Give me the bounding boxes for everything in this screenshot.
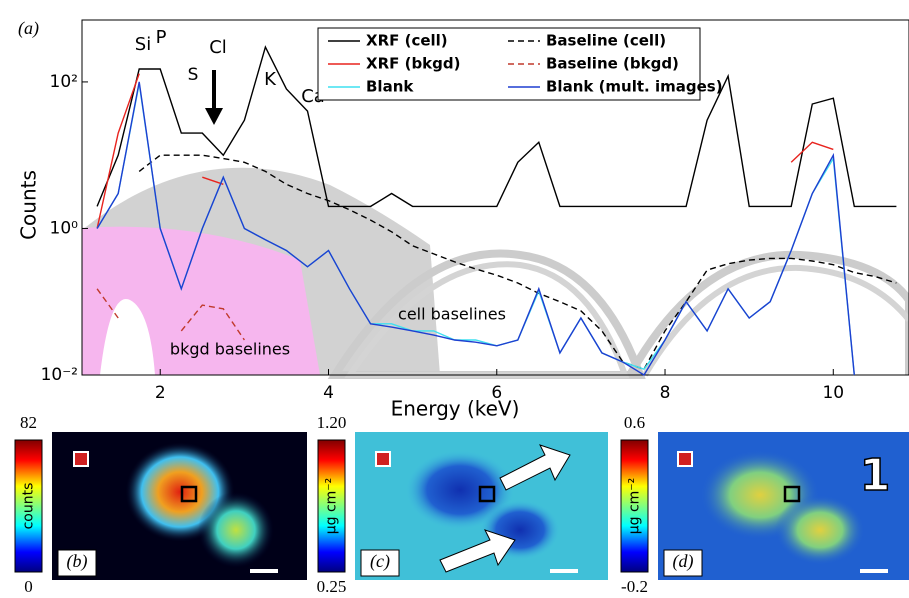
legend-label: Baseline (bkgd): [546, 55, 679, 73]
colorbar: [14, 439, 43, 573]
colorbar-label: µg cm⁻²: [324, 478, 340, 535]
series-line: [96, 288, 245, 341]
panel-label-box: [360, 549, 400, 577]
panel-label-box: [663, 549, 703, 577]
y-tick-label: 10⁻²: [41, 365, 78, 385]
annotation: bkgd baselines: [170, 340, 290, 359]
x-tick-label: 2: [155, 383, 166, 403]
annotation: Cl: [209, 37, 227, 58]
colorbar-tick-label: -0.2: [621, 577, 648, 596]
colorbar-tick-label: 0.6: [624, 413, 645, 432]
series-line: [138, 154, 897, 371]
legend-label: Baseline (cell): [546, 32, 666, 50]
colorbar-label: counts: [21, 483, 37, 530]
colorbar-tick-label: 82: [20, 413, 37, 432]
colorbar-tick-label: 1.20: [317, 413, 347, 432]
panel-label: (a): [18, 18, 39, 39]
legend-label: XRF (bkgd): [366, 55, 460, 73]
colorbar: [317, 439, 346, 573]
y-axis-label: Counts: [17, 170, 41, 240]
image-panels: counts 0 82 (b) µg cm⁻² 0.25 1.20 (c) µg cm⁻² -0.…: [14, 413, 891, 596]
panel-label: (c): [370, 551, 390, 572]
panel-label: (d): [673, 551, 694, 572]
legend: XRF (cell) Baseline (cell) XRF (bkgd) Basel…: [328, 32, 723, 96]
panel-annotation: 1: [860, 450, 891, 501]
legend-label: Blank: [366, 78, 414, 96]
panel-label: (b): [67, 551, 88, 572]
legend-label: Blank (mult. images): [546, 78, 723, 96]
y-tick-label: 10⁰: [50, 218, 79, 238]
colorbar: [620, 439, 649, 573]
bkgd-baselines-fill: [82, 226, 320, 375]
plot-frame: [81, 19, 909, 376]
series-line: [96, 45, 897, 208]
colorbar-label: µg cm⁻²: [627, 478, 643, 535]
annotation: cell baselines: [398, 305, 506, 324]
x-tick-label: 6: [491, 383, 502, 403]
x-tick-label: 4: [323, 383, 334, 403]
colorbar-tick-label: 0.25: [317, 577, 347, 596]
x-tick-label: 10: [822, 383, 844, 403]
x-axis-label: Energy (keV): [391, 397, 520, 421]
annotation: S: [188, 65, 199, 85]
annotation: Si: [135, 34, 151, 55]
annotation: K: [264, 69, 277, 90]
series-line: [96, 81, 855, 376]
colorbar-tick-label: 0: [24, 577, 33, 596]
x-tick-label: 8: [660, 383, 671, 403]
panel-label-box: [57, 549, 97, 577]
y-tick-label: 10²: [50, 72, 78, 92]
cl-arrow: [205, 70, 223, 125]
legend-label: XRF (cell): [366, 32, 448, 50]
series-line: [96, 73, 834, 229]
annotation: P: [156, 27, 167, 48]
